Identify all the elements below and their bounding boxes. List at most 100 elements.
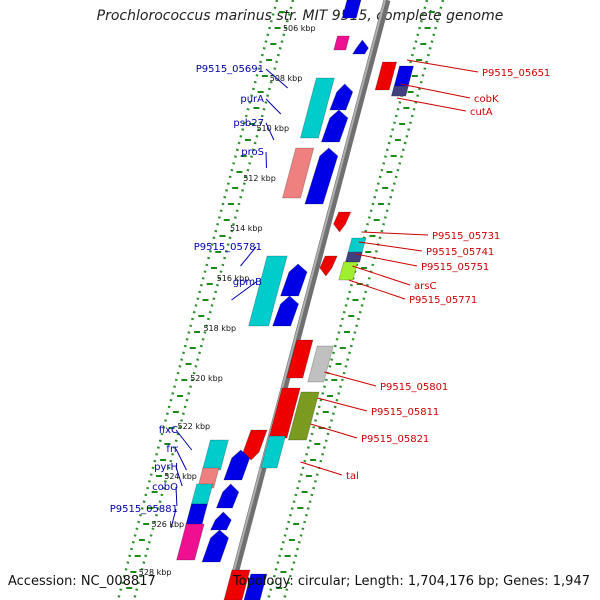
gene-block [223, 449, 251, 481]
tick-label: 524 kbp [164, 472, 197, 481]
tick-label: 506 kbp [283, 24, 316, 33]
gene-labels: P9515_05691 purA psb27 proS P9515_05781 gpmB f… [110, 64, 551, 515]
gene-label-left: cobO [152, 482, 178, 493]
tick-label: 516 kbp [217, 274, 250, 283]
right-leader [310, 423, 358, 439]
left-leader [265, 68, 289, 89]
gene-label-left: P9515_05781 [194, 242, 262, 253]
right-leader [407, 59, 479, 73]
right-leader [300, 461, 343, 476]
right-leader [361, 231, 429, 236]
gene-block [242, 429, 268, 461]
tick-label: 508 kbp [270, 74, 303, 83]
gene-block [197, 467, 220, 489]
gene-block [190, 483, 214, 505]
right-leader [396, 97, 467, 112]
gene-label-right: P9515_05651 [482, 68, 550, 79]
right-leader [348, 279, 406, 300]
gene-block [299, 77, 335, 139]
left-leader [175, 448, 187, 471]
gene-label-right: arsC [414, 281, 436, 292]
accession-text: Accession: NC_008817 [8, 574, 156, 589]
gene-block [345, 251, 363, 263]
left-leader [265, 98, 282, 115]
gene-label-right: cobK [474, 94, 499, 105]
backbone-highlight [225, 0, 386, 600]
left-leader [240, 246, 257, 267]
left-leader [175, 429, 193, 451]
gene-label-left: P9515_05691 [196, 64, 264, 75]
gene-block [268, 387, 301, 439]
gene-label-right: tal [346, 471, 359, 482]
left-leader [175, 466, 183, 487]
gene-block [260, 435, 286, 469]
gene-block [243, 573, 268, 600]
gene-label-right: P9515_05801 [380, 382, 448, 393]
gene-block [320, 109, 349, 143]
gene-label-left: purA [240, 94, 264, 105]
tick-label: 522 kbp [178, 422, 211, 431]
backbone-line [224, 0, 391, 600]
gene-block [374, 61, 398, 91]
gene-block [333, 211, 352, 233]
gene-label-right: P9515_05811 [371, 407, 439, 418]
gene-label-right: P9515_05751 [421, 262, 489, 273]
right-leader [317, 397, 368, 412]
gene-block [201, 529, 230, 563]
map-title: Prochlorococcus marinus str. MIT 9515, c… [96, 8, 504, 24]
tick-label: 520 kbp [190, 374, 223, 383]
left-leader [231, 281, 257, 301]
kbp-ticks: 506 kbp 508 kbp 510 kbp 512 kbp 514 kbp 516 k… [139, 24, 316, 577]
gene-block [279, 263, 308, 297]
left-leader [170, 508, 177, 529]
gene-label-left: proS [241, 147, 264, 158]
gene-block [286, 339, 314, 379]
right-leader [324, 371, 377, 387]
gene-label-right: P9515_05821 [361, 434, 429, 445]
gene-block [329, 83, 354, 111]
topology-summary: Topology: circular; Length: 1,704,176 bp… [232, 574, 590, 589]
gene-label-left: P9515_05881 [110, 504, 178, 515]
gene-block [341, 0, 362, 19]
gene-label-right: P9515_05741 [426, 247, 494, 258]
left-leader [265, 122, 275, 141]
gene-block [304, 147, 339, 205]
gene-block [185, 503, 208, 527]
right-leader [400, 83, 471, 99]
gene-label-left: frr [166, 444, 178, 455]
tick-label: 512 kbp [243, 174, 276, 183]
gene-block [351, 39, 369, 55]
gene-label-right: P9515_05731 [432, 231, 500, 242]
gene-block [338, 261, 359, 281]
right-leader [358, 241, 423, 252]
gene-block [223, 569, 251, 600]
right-leader [355, 253, 418, 267]
right-leader [352, 265, 411, 286]
tick-label: 528 kbp [139, 568, 172, 577]
gene-label-left: pyrH [154, 462, 178, 473]
gene-label-left: psb27 [233, 118, 264, 129]
gene-features [176, 0, 415, 600]
gene-block [215, 483, 240, 509]
tick-label: 510 kbp [256, 124, 289, 133]
tick-label: 518 kbp [203, 324, 236, 333]
genome-backbone [224, 0, 391, 600]
tick-dots [116, 0, 445, 600]
gene-block [319, 255, 338, 277]
tick-label: 526 kbp [152, 520, 185, 529]
gene-block [201, 439, 229, 471]
gene-block [209, 511, 232, 531]
gene-block [287, 391, 320, 441]
gene-label-left: fixC [159, 425, 178, 436]
gene-block [272, 295, 300, 327]
gene-block [248, 255, 288, 327]
gene-label-left: gpmB [233, 277, 262, 288]
gene-block [282, 147, 315, 199]
label-leaders [170, 59, 479, 529]
gene-label-right: cutA [470, 107, 493, 118]
gene-block [391, 85, 409, 97]
gene-block [176, 523, 205, 561]
left-leader [175, 486, 178, 507]
gene-block [307, 345, 334, 383]
